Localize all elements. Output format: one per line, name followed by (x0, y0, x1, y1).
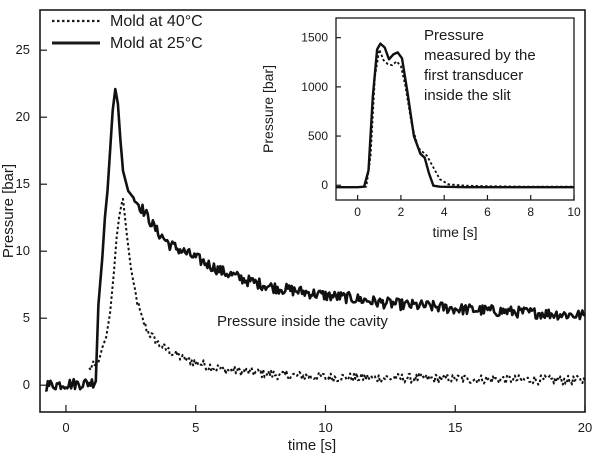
main-series-solid-line (44, 87, 586, 392)
legend-label-mold-25: Mold at 25°C (110, 35, 203, 52)
main-x-tick-label: 20 (578, 420, 592, 435)
main-y-tick-label: 0 (23, 377, 30, 392)
inset-axis-ticks: 0 2 4 6 8 10 0 500 1000 1500 (301, 31, 581, 219)
main-x-tick-label: 0 (62, 420, 69, 435)
inset-annotation-line-1: Pressure (424, 27, 484, 44)
inset-annotation: Pressure measured by the first transduce… (424, 27, 536, 104)
main-y-tick-label: 25 (16, 42, 30, 57)
inset-y-tick-label: 0 (321, 178, 328, 192)
inset-y-axis-label: Pressure [bar] (260, 65, 276, 153)
inset-series-solid-line (336, 42, 574, 189)
inset-x-tick-label: 0 (354, 205, 361, 219)
inset-x-axis-label: time [s] (432, 224, 477, 240)
inset-x-tick-label: 4 (441, 205, 448, 219)
inset-background (336, 18, 574, 200)
main-x-tick-label: 10 (318, 420, 332, 435)
main-plot-frame (39, 9, 586, 413)
main-y-tick-label: 20 (16, 109, 30, 124)
main-y-tick-label: 10 (16, 243, 30, 258)
legend: Mold at 40°C Mold at 25°C (52, 13, 203, 52)
main-series-group (44, 87, 586, 392)
cavity-annotation: Pressure inside the cavity (217, 313, 388, 330)
main-y-tick-label: 15 (16, 176, 30, 191)
main-series-dotted-line (88, 197, 586, 386)
main-x-tick-label: 15 (448, 420, 462, 435)
inset-y-tick-label: 500 (308, 129, 328, 143)
inset-series-group (336, 42, 574, 189)
main-x-axis-label: time [s] (288, 437, 336, 454)
main-y-axis-label: Pressure [bar] (0, 164, 17, 258)
legend-label-mold-40: Mold at 40°C (110, 13, 203, 30)
inset-annotation-line-3: first transducer (424, 67, 523, 84)
inset-annotation-line-2: measured by the (424, 47, 536, 64)
inset-annotation-line-4: inside the slit (424, 87, 512, 104)
inset-x-tick-label: 6 (484, 205, 491, 219)
main-y-tick-label: 5 (23, 310, 30, 325)
inset-plot-frame (335, 17, 575, 201)
inset-x-tick-label: 8 (527, 205, 534, 219)
inset-x-tick-label: 2 (398, 205, 405, 219)
main-x-tick-label: 5 (192, 420, 199, 435)
inset-y-tick-label: 1500 (301, 31, 328, 45)
inset-x-tick-label: 10 (567, 205, 581, 219)
inset-y-tick-label: 1000 (301, 80, 328, 94)
